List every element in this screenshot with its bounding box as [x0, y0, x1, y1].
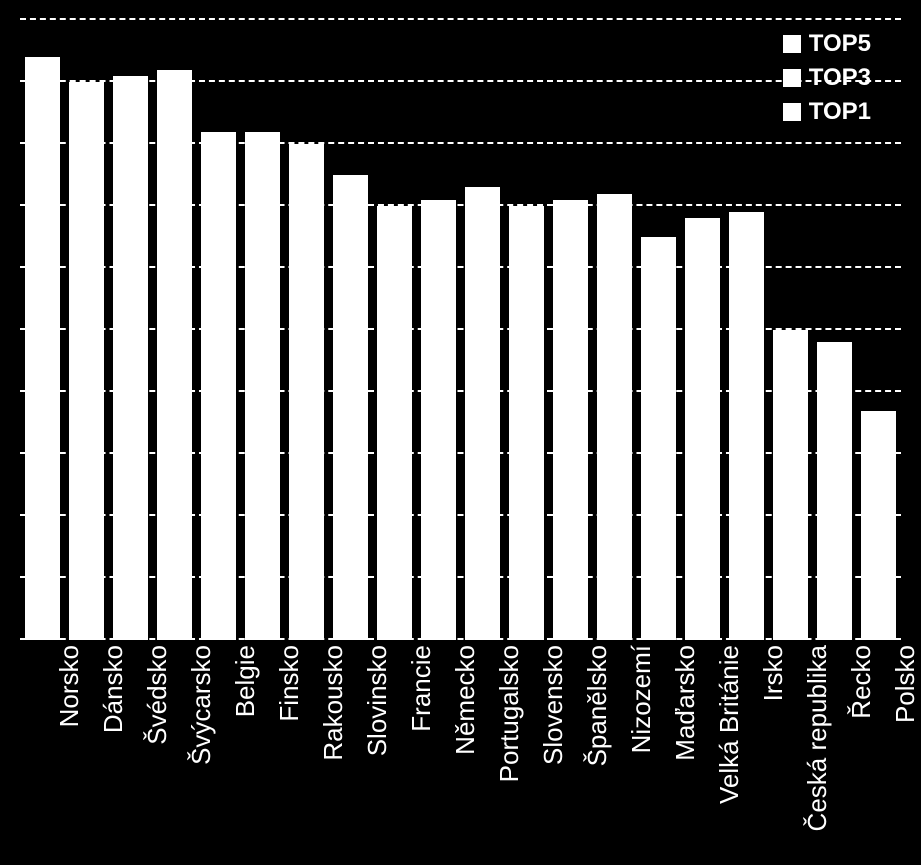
x-axis-label: Německo [450, 645, 481, 755]
gridline [20, 142, 901, 144]
gridline [20, 452, 901, 454]
legend-swatch [783, 35, 801, 53]
bar [69, 82, 104, 640]
bar [201, 132, 236, 640]
bar [553, 200, 588, 640]
x-axis-label: Dánsko [98, 645, 129, 733]
gridline [20, 638, 901, 640]
legend-label: TOP5 [809, 30, 871, 58]
legend-label: TOP1 [809, 98, 871, 126]
legend-swatch [783, 69, 801, 87]
x-axis-label: Španělsko [582, 645, 613, 766]
bar [465, 187, 500, 640]
x-axis-label: Česká republika [802, 645, 833, 831]
bar [729, 212, 764, 640]
gridline [20, 514, 901, 516]
legend-item: TOP5 [783, 30, 871, 58]
bar [25, 57, 60, 640]
legend-swatch [783, 103, 801, 121]
gridline [20, 328, 901, 330]
bar [773, 330, 808, 640]
x-axis-label: Slovensko [538, 645, 569, 765]
x-axis-label: Slovinsko [362, 645, 393, 756]
bar [333, 175, 368, 640]
bar [113, 76, 148, 640]
bar [157, 70, 192, 640]
x-axis-label: Norsko [54, 645, 85, 727]
legend-item: TOP1 [783, 98, 871, 126]
x-axis-label: Švédsko [142, 645, 173, 745]
legend-item: TOP3 [783, 64, 871, 92]
x-axis-label: Portugalsko [494, 645, 525, 782]
x-axis-label: Belgie [230, 645, 261, 717]
gridline [20, 18, 901, 20]
x-axis-labels: Norsko Dánsko Švédsko Švýcarsko Belgie Finsko… [20, 645, 901, 865]
gridline [20, 266, 901, 268]
x-axis-label: Irsko [758, 645, 789, 701]
bar [597, 194, 632, 640]
bar [861, 411, 896, 640]
bar [509, 206, 544, 640]
x-axis-label: Maďarsko [670, 645, 701, 761]
bar [377, 206, 412, 640]
plot-area [20, 20, 901, 640]
legend: TOP5 TOP3 TOP1 [783, 30, 871, 132]
bar [421, 200, 456, 640]
bar [641, 237, 676, 640]
legend-label: TOP3 [809, 64, 871, 92]
bar [245, 132, 280, 640]
x-axis-label: Švýcarsko [186, 645, 217, 765]
x-axis-label: Řecko [846, 645, 877, 719]
gridline [20, 576, 901, 578]
x-axis-label: Francie [406, 645, 437, 732]
gridline [20, 390, 901, 392]
bar [817, 342, 852, 640]
x-axis-label: Rakousko [318, 645, 349, 761]
x-axis-label: Velká Británie [714, 645, 745, 804]
chart-container: Norsko Dánsko Švédsko Švýcarsko Belgie Finsko… [0, 0, 921, 865]
gridline [20, 204, 901, 206]
bar [685, 218, 720, 640]
gridline [20, 80, 901, 82]
x-axis-label: Polsko [890, 645, 921, 723]
x-axis-label: Nizozemí [626, 645, 657, 753]
bar [289, 144, 324, 640]
x-axis-label: Finsko [274, 645, 305, 722]
